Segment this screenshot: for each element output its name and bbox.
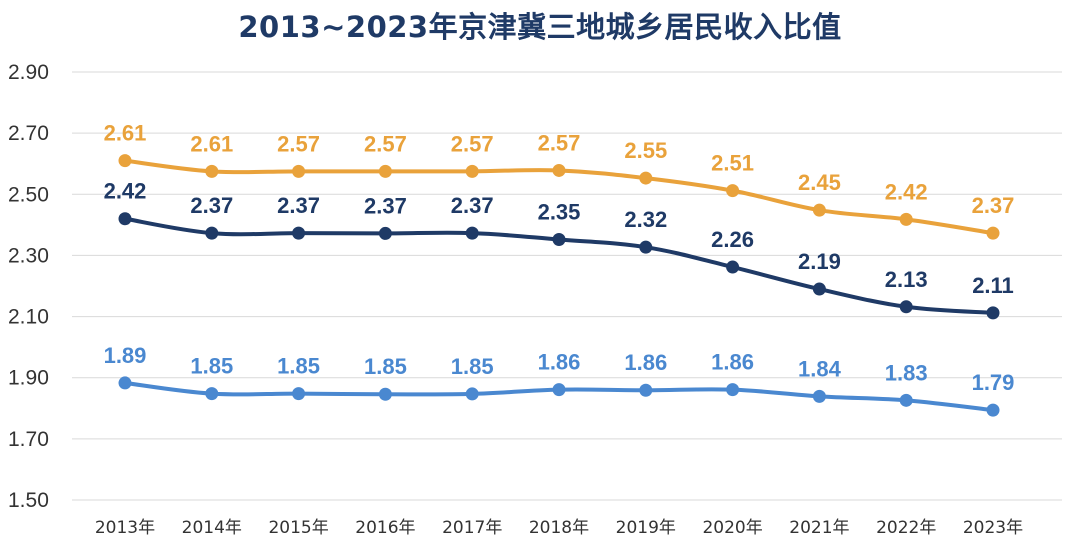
y-tick-label: 1.90 (8, 367, 49, 390)
data-point (899, 393, 913, 407)
data-label: 2.51 (711, 151, 754, 176)
y-tick-label: 1.70 (8, 428, 49, 451)
y-tick-label: 2.70 (8, 122, 49, 145)
data-point (812, 389, 826, 403)
data-label: 2.35 (538, 200, 581, 225)
y-tick-label: 2.10 (8, 306, 49, 329)
data-label: 2.42 (104, 179, 147, 204)
y-axis-ticks: 1.50 1.70 1.90 2.10 2.30 2.50 2.70 2.90 (8, 61, 49, 512)
data-label: 1.79 (972, 370, 1015, 395)
data-point (986, 403, 1000, 417)
x-tick-label: 2022年 (876, 518, 936, 538)
y-tick-label: 2.30 (8, 244, 49, 267)
data-label: 2.32 (624, 207, 667, 232)
data-point (378, 164, 392, 178)
data-point (292, 226, 306, 240)
data-point (899, 212, 913, 226)
data-point (986, 306, 1000, 320)
data-point (378, 226, 392, 240)
data-point (552, 163, 566, 177)
data-point (726, 383, 740, 397)
data-labels: 2.61 2.61 2.57 2.57 2.57 2.57 2.55 2.51 2.45 2.42… (104, 121, 1015, 395)
data-label: 2.61 (190, 131, 233, 156)
data-label: 2.45 (798, 170, 841, 195)
data-label: 1.85 (190, 354, 233, 379)
data-point (899, 300, 913, 314)
x-tick-label: 2018年 (529, 518, 589, 538)
data-point (726, 184, 740, 198)
data-label: 2.11 (972, 273, 1014, 298)
x-tick-label: 2021年 (789, 518, 849, 538)
x-tick-label: 2014年 (182, 518, 242, 538)
data-point (812, 203, 826, 217)
data-label: 1.86 (624, 350, 667, 375)
data-point (812, 282, 826, 296)
gridlines (72, 71, 1062, 501)
x-axis-ticks: 2013年 2014年 2015年 2016年 2017年 2018年 2019年 2020年… (95, 518, 1023, 538)
data-point (118, 212, 132, 226)
data-point (639, 240, 653, 254)
data-label: 2.57 (364, 131, 407, 156)
series-lines (118, 154, 1000, 417)
data-label: 2.55 (624, 138, 667, 163)
data-label: 1.83 (885, 360, 928, 385)
data-point (726, 260, 740, 274)
data-label: 2.57 (451, 131, 494, 156)
x-tick-label: 2015年 (268, 518, 328, 538)
series-line (123, 216, 995, 315)
data-point (639, 383, 653, 397)
data-label: 2.61 (104, 121, 147, 146)
data-label: 2.37 (364, 193, 407, 218)
x-tick-label: 2023年 (963, 518, 1023, 538)
y-tick-label: 1.50 (8, 489, 49, 512)
data-point (118, 154, 132, 168)
data-point (465, 226, 479, 240)
data-point (465, 387, 479, 401)
data-label: 1.85 (364, 354, 407, 379)
data-point (292, 387, 306, 401)
data-label: 1.85 (277, 354, 320, 379)
data-label: 1.89 (104, 343, 147, 368)
data-point (118, 376, 132, 390)
data-point (639, 171, 653, 185)
y-tick-label: 2.50 (8, 183, 49, 206)
y-tick-label: 2.90 (8, 61, 49, 84)
chart-title: 2013~2023年京津冀三地城乡居民收入比值 (238, 10, 842, 44)
data-label: 1.86 (538, 350, 581, 375)
data-point (552, 383, 566, 397)
data-label: 1.86 (711, 350, 754, 375)
data-label: 2.19 (798, 249, 841, 274)
data-point (378, 387, 392, 401)
data-label: 1.85 (451, 354, 494, 379)
x-tick-label: 2017年 (442, 518, 502, 538)
data-label: 2.57 (538, 130, 581, 155)
data-point (465, 164, 479, 178)
data-point (292, 164, 306, 178)
data-point (205, 226, 219, 240)
x-tick-label: 2020年 (702, 518, 762, 538)
data-point (552, 233, 566, 247)
data-label: 2.37 (277, 193, 320, 218)
data-label: 2.37 (451, 193, 494, 218)
x-tick-label: 2013年 (95, 518, 155, 538)
data-label: 2.37 (190, 193, 233, 218)
data-label: 2.37 (972, 193, 1015, 218)
data-point (986, 226, 1000, 240)
x-tick-label: 2019年 (616, 518, 676, 538)
x-tick-label: 2016年 (355, 518, 415, 538)
data-point (205, 164, 219, 178)
data-label: 2.26 (711, 227, 754, 252)
data-label: 2.13 (885, 267, 928, 292)
data-label: 1.84 (798, 356, 842, 381)
data-label: 2.42 (885, 179, 928, 204)
data-point (205, 387, 219, 401)
data-label: 2.57 (277, 131, 320, 156)
